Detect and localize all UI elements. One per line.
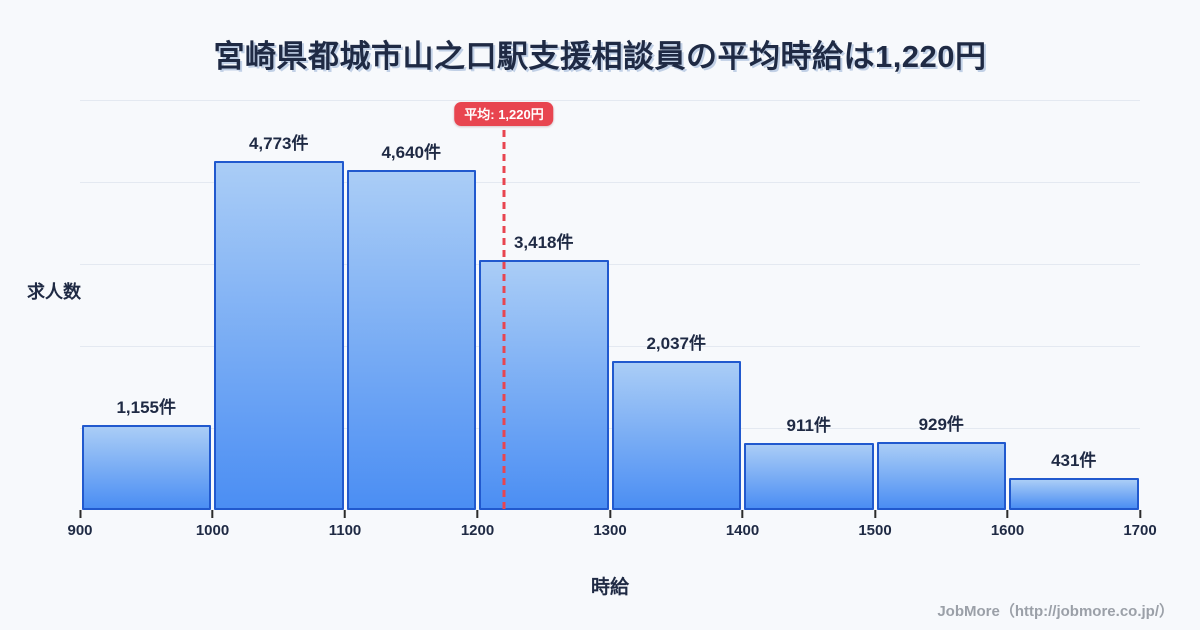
mean-line	[502, 130, 506, 510]
tick-label: 1000	[195, 522, 230, 539]
gridline	[80, 428, 1140, 429]
mean-badge: 平均: 1,220円	[454, 102, 554, 126]
x-tick: 1500	[858, 510, 892, 539]
bar-slot: 911件	[743, 100, 876, 510]
bar-value-label: 911件	[786, 416, 831, 436]
bar-slot: 3,418件	[478, 100, 611, 510]
histogram-bar	[744, 443, 874, 510]
tick-label: 1200	[460, 522, 495, 539]
x-tick: 1700	[1123, 510, 1157, 539]
x-axis-label: 時給	[590, 577, 629, 598]
bar-value-label: 3,418件	[513, 232, 574, 252]
tick-mark	[476, 510, 479, 518]
bar-slot: 4,640件	[345, 100, 478, 510]
bar-value-label: 4,773件	[248, 133, 309, 153]
gridline	[80, 346, 1140, 347]
x-tick: 1100	[328, 510, 362, 539]
bar-slot: 2,037件	[610, 100, 743, 510]
histogram-bar	[479, 259, 609, 510]
gridline	[80, 182, 1140, 183]
histogram-bar	[81, 425, 211, 510]
tick-label: 1600	[990, 522, 1025, 539]
histogram-bar	[346, 170, 476, 510]
tick-mark	[874, 510, 876, 518]
bar-value-label: 431件	[1051, 451, 1097, 471]
tick-mark	[1139, 510, 1141, 518]
bar-value-label: 2,037件	[646, 333, 707, 353]
bar-value-label: 1,155件	[116, 398, 177, 418]
tick-label: 1100	[328, 522, 362, 539]
x-tick: 1200	[461, 510, 494, 539]
x-tick: 1000	[196, 510, 229, 539]
bar-value-label: 929件	[918, 414, 964, 434]
x-tick: 1600	[991, 510, 1024, 539]
tick-label: 1700	[1123, 522, 1157, 539]
bar-value-label: 4,640件	[381, 143, 442, 163]
x-tick: 900	[67, 510, 93, 539]
tick-label: 900	[67, 522, 93, 539]
tick-label: 1300	[593, 522, 627, 539]
tick-label: 1400	[725, 522, 760, 539]
tick-mark	[609, 510, 611, 518]
tick-mark	[343, 510, 346, 518]
plot-area: 1,155件 4,773件 4,640件 3,418件 2,037件 911件 929件 43…	[80, 100, 1140, 510]
tick-mark	[211, 510, 214, 518]
tick-mark	[79, 510, 81, 518]
bar-slot: 1,155件	[80, 100, 213, 510]
bar-slot: 4,773件	[213, 100, 346, 510]
histogram-bar	[611, 360, 741, 510]
chart-title: 宮崎県都城市山之口駅支援相談員の平均時給は1,220円	[213, 39, 987, 74]
tick-mark	[741, 510, 744, 518]
histogram-bar	[214, 160, 344, 510]
bar-slot: 929件	[875, 100, 1008, 510]
histogram-bar	[1009, 478, 1139, 510]
y-axis-label: 求人数	[27, 282, 81, 302]
tick-mark	[1006, 510, 1009, 518]
gridline	[80, 264, 1140, 265]
x-tick: 1300	[593, 510, 627, 539]
x-axis-ticks: 900 1000 1100 1200 1300 1400 1500 1600 1700	[67, 510, 1157, 550]
footer-credit: JobMore（http://jobmore.co.jp/）	[937, 603, 1174, 620]
bar-slot: 431件	[1008, 100, 1141, 510]
x-tick: 1400	[726, 510, 759, 539]
tick-label: 1500	[858, 522, 892, 539]
histogram-bar	[876, 441, 1006, 510]
gridline	[80, 100, 1140, 101]
